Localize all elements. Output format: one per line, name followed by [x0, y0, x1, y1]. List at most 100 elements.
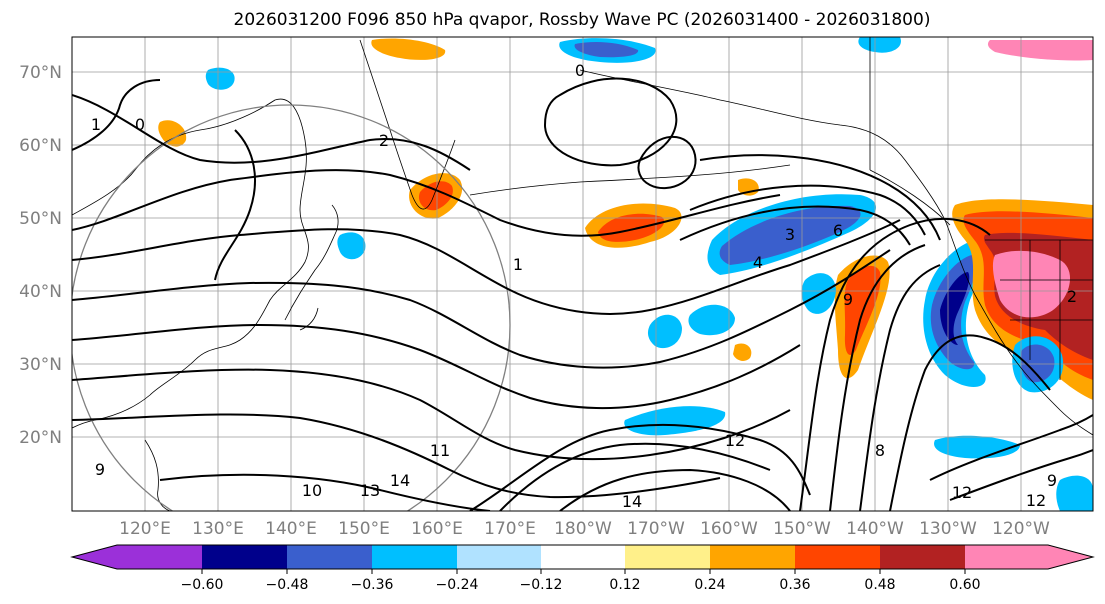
- kamchatka-coastline: [359, 39, 456, 210]
- colorbar-tick-label: 0.12: [609, 577, 640, 593]
- negative-anomaly-region: [1056, 475, 1093, 511]
- positive-anomaly-region: [371, 38, 446, 60]
- contour-line: [543, 77, 678, 167]
- colorbar-segment: [457, 545, 541, 569]
- japan-coastline: [284, 204, 339, 331]
- colorbar-segment: [625, 545, 710, 569]
- contour-line: [72, 219, 901, 315]
- colorbar-tick-label: 0.36: [779, 577, 810, 593]
- contour-line: [829, 244, 926, 511]
- contour-line: [72, 413, 721, 499]
- lon-label-160e: 160°E: [411, 519, 463, 539]
- colorbar-segment: [372, 545, 457, 569]
- negative-anomaly-region: [719, 205, 861, 265]
- asia-coastline: [72, 98, 309, 429]
- map-frame: [71, 36, 1094, 512]
- lon-label-150e: 150°E: [338, 519, 390, 539]
- lon-label-150w: 150°W: [773, 519, 831, 539]
- negative-anomaly-region: [205, 67, 235, 90]
- contour-label: 2: [379, 131, 389, 150]
- colorbar-extend-high: [1048, 545, 1093, 569]
- positive-anomaly-region: [987, 40, 1093, 61]
- negative-anomaly-region: [647, 314, 682, 349]
- positive-anomaly-region: [418, 181, 453, 211]
- contour-line: [679, 205, 911, 246]
- lon-label-160w: 160°W: [700, 519, 758, 539]
- contour-line: [637, 135, 697, 190]
- lat-label-60n: 60°N: [19, 136, 62, 156]
- extreme-positive-anomaly-region: [992, 250, 1071, 318]
- contour-label: 14: [622, 492, 642, 511]
- lon-label-120e: 120°E: [119, 519, 171, 539]
- rossby-wave-region-circle: [72, 104, 511, 511]
- contour-line: [859, 264, 941, 511]
- negative-anomaly-region: [688, 304, 735, 336]
- lon-label-140w: 140°W: [846, 519, 904, 539]
- colorbar-segment: [287, 545, 372, 569]
- colorbar-tick-label: −0.24: [436, 577, 479, 593]
- contour-line: [889, 334, 1051, 511]
- us-state-borders: [985, 239, 1093, 380]
- contour-line: [159, 473, 491, 511]
- contour-label: 14: [390, 471, 410, 490]
- philippines-coastline: [144, 439, 171, 511]
- contour-label: 9: [95, 460, 105, 479]
- aleutian-islands: [469, 164, 791, 196]
- lon-label-140e: 140°E: [265, 519, 317, 539]
- colorbar-extend-low: [72, 545, 117, 569]
- colorbar-tick-label: −0.36: [351, 577, 394, 593]
- lon-label-120w: 120°W: [992, 519, 1050, 539]
- positive-anomaly-region: [733, 343, 752, 361]
- contour-label: 12: [952, 483, 972, 502]
- contour-line: [949, 449, 1093, 501]
- lon-label-130e: 130°E: [192, 519, 244, 539]
- colorbar-segment: [710, 545, 795, 569]
- map-area: 1 0 2 0 1 3 4 6 9 8 2 10 13 14 11 12 14 …: [71, 36, 1094, 512]
- negative-anomaly-region: [858, 37, 901, 53]
- contour-line: [929, 414, 1093, 481]
- colorbar-outline: [70, 544, 1095, 570]
- contour-line: [72, 368, 791, 461]
- contour-line: [214, 129, 256, 281]
- colorbar-tick-label: −0.48: [266, 577, 309, 593]
- contour-label: 13: [360, 481, 380, 500]
- colorbar-tick-label: −0.12: [520, 577, 563, 593]
- colorbar-tick-label: −0.60: [181, 577, 224, 593]
- colorbar-tick-label: 0.60: [949, 577, 980, 593]
- contour-label: 0: [575, 61, 585, 80]
- contour-line: [72, 79, 161, 151]
- contour-line: [72, 323, 801, 409]
- lat-label-30n: 30°N: [19, 355, 62, 375]
- colorbar: −0.60 −0.48 −0.36 −0.24 −0.12 0.12 0.24 …: [70, 544, 1095, 593]
- contour-line: [469, 423, 811, 511]
- colorbar-segment: [965, 545, 1048, 569]
- positive-anomaly-region: [158, 120, 187, 147]
- contour-label: 12: [1026, 491, 1046, 510]
- contour-line: [72, 94, 471, 171]
- colorbar-tick-label: 0.48: [864, 577, 895, 593]
- contour-line: [799, 217, 991, 511]
- contour-label: 10: [302, 481, 322, 500]
- strong-negative-anomaly-region: [940, 272, 970, 345]
- latitude-labels: 70°N 60°N 50°N 40°N 30°N 20°N: [19, 63, 62, 448]
- positive-anomaly-region: [598, 213, 665, 242]
- negative-anomaly-region: [574, 42, 639, 58]
- lon-label-180w: 180°W: [554, 519, 612, 539]
- contour-label: 1: [91, 115, 101, 134]
- negative-anomaly-region: [337, 232, 366, 260]
- colorbar-segment: [117, 545, 202, 569]
- contour-label: 4: [753, 253, 763, 272]
- negative-anomaly-region: [801, 273, 836, 314]
- north-america-coastline: [944, 219, 1093, 436]
- colorbar-tick-label: 0.24: [694, 577, 725, 593]
- colorbar-segment: [202, 545, 287, 569]
- lat-label-20n: 20°N: [19, 428, 62, 448]
- contour-label: 0: [135, 115, 145, 134]
- contour-label: 3: [785, 225, 795, 244]
- contour-line: [72, 249, 891, 369]
- lat-label-50n: 50°N: [19, 209, 62, 229]
- contour-label: 8: [875, 441, 885, 460]
- contour-line: [499, 442, 771, 511]
- longitude-labels: 120°E 130°E 140°E 150°E 160°E 170°E 180°…: [119, 519, 1050, 539]
- negative-anomaly-region: [1020, 344, 1055, 383]
